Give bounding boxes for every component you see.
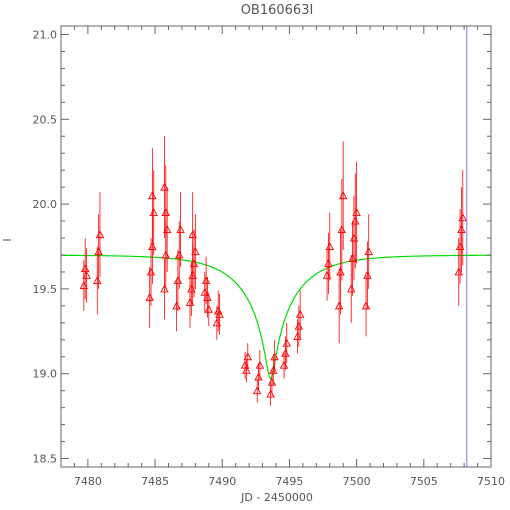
x-tick-label: 7505 — [410, 475, 438, 488]
data-point — [149, 208, 158, 217]
data-point — [364, 247, 373, 256]
y-tick-label: 21.0 — [33, 28, 58, 41]
data-point — [338, 191, 348, 200]
model-curve — [60, 254, 492, 380]
data-point — [458, 213, 468, 222]
data-point — [242, 365, 251, 374]
model-curve-layer — [60, 254, 492, 380]
plot-area — [60, 26, 492, 467]
plot-frame — [60, 25, 492, 468]
data-point — [80, 264, 90, 272]
data-point — [176, 225, 185, 233]
data-point — [346, 284, 356, 293]
data-point — [187, 284, 196, 293]
data-point — [146, 267, 156, 276]
data-point — [200, 287, 210, 296]
data-point — [361, 301, 371, 310]
x-tick-label: 7495 — [275, 475, 303, 488]
data-point — [269, 365, 278, 374]
data-point — [325, 242, 335, 250]
chart-title: OB160663I — [241, 3, 314, 18]
data-point — [204, 304, 214, 313]
data-point — [240, 360, 250, 369]
data-point — [337, 225, 347, 233]
data-point — [160, 284, 169, 293]
x-tick-label: 7510 — [477, 475, 505, 488]
data-point — [294, 321, 304, 330]
data-point — [191, 247, 200, 256]
data-point — [79, 281, 89, 289]
data-point — [348, 253, 357, 262]
x-tick-label: 7485 — [141, 475, 169, 488]
data-point — [255, 360, 265, 369]
data-point — [455, 242, 465, 250]
y-tick-label: 20.5 — [33, 113, 58, 126]
data-point — [454, 267, 464, 276]
x-axis-ticks: 7480 7485 7490 7495 7500 7505 7510 — [60, 26, 505, 488]
data-point — [324, 259, 333, 267]
data-point — [267, 377, 277, 386]
data-point — [188, 270, 197, 279]
data-point — [189, 259, 199, 267]
x-tick-label: 7500 — [343, 475, 371, 488]
y-tick-label: 19.5 — [33, 283, 58, 296]
data-point — [243, 352, 253, 361]
data-point — [279, 360, 289, 369]
data-point — [351, 216, 360, 225]
data-point — [172, 301, 181, 310]
data-point — [173, 275, 183, 284]
data-point — [349, 233, 359, 242]
data-point — [185, 298, 195, 306]
data-point — [174, 250, 184, 259]
data-point — [252, 386, 262, 395]
data-point — [270, 352, 279, 361]
data-point — [295, 309, 305, 318]
x-tick-label: 7490 — [208, 475, 236, 488]
data-point — [293, 331, 302, 340]
data-point — [82, 270, 91, 279]
data-point — [282, 338, 292, 347]
data-point — [203, 292, 212, 301]
data-point — [93, 275, 102, 284]
data-point — [148, 242, 157, 250]
data-point — [352, 208, 361, 217]
data-point — [148, 191, 157, 200]
data-point — [162, 225, 172, 233]
data-point — [161, 208, 171, 217]
data-point — [212, 318, 222, 327]
data-point — [281, 348, 290, 357]
data-point — [254, 372, 263, 381]
data-point — [201, 275, 211, 284]
data-point — [334, 301, 344, 310]
y-tick-label: 19.0 — [33, 368, 58, 381]
data-point — [145, 292, 154, 301]
data-point — [215, 309, 224, 318]
data-point — [363, 270, 372, 279]
data-point — [266, 389, 275, 398]
data-points-layer — [79, 136, 468, 406]
data-point — [95, 230, 105, 239]
data-point — [94, 247, 103, 256]
y-axis-ticks: 18.5 19.0 19.5 20.0 20.5 21.0 — [33, 28, 491, 466]
data-point — [322, 270, 332, 279]
data-point — [188, 230, 197, 239]
data-point — [336, 267, 345, 276]
data-point — [457, 225, 466, 233]
x-tick-label: 7480 — [74, 475, 102, 488]
y-tick-label: 20.0 — [33, 198, 58, 211]
y-tick-label: 18.5 — [33, 453, 58, 466]
x-axis-label: JD - 2450000 — [240, 491, 313, 504]
y-axis-label: I — [1, 238, 14, 241]
data-point — [160, 182, 169, 191]
